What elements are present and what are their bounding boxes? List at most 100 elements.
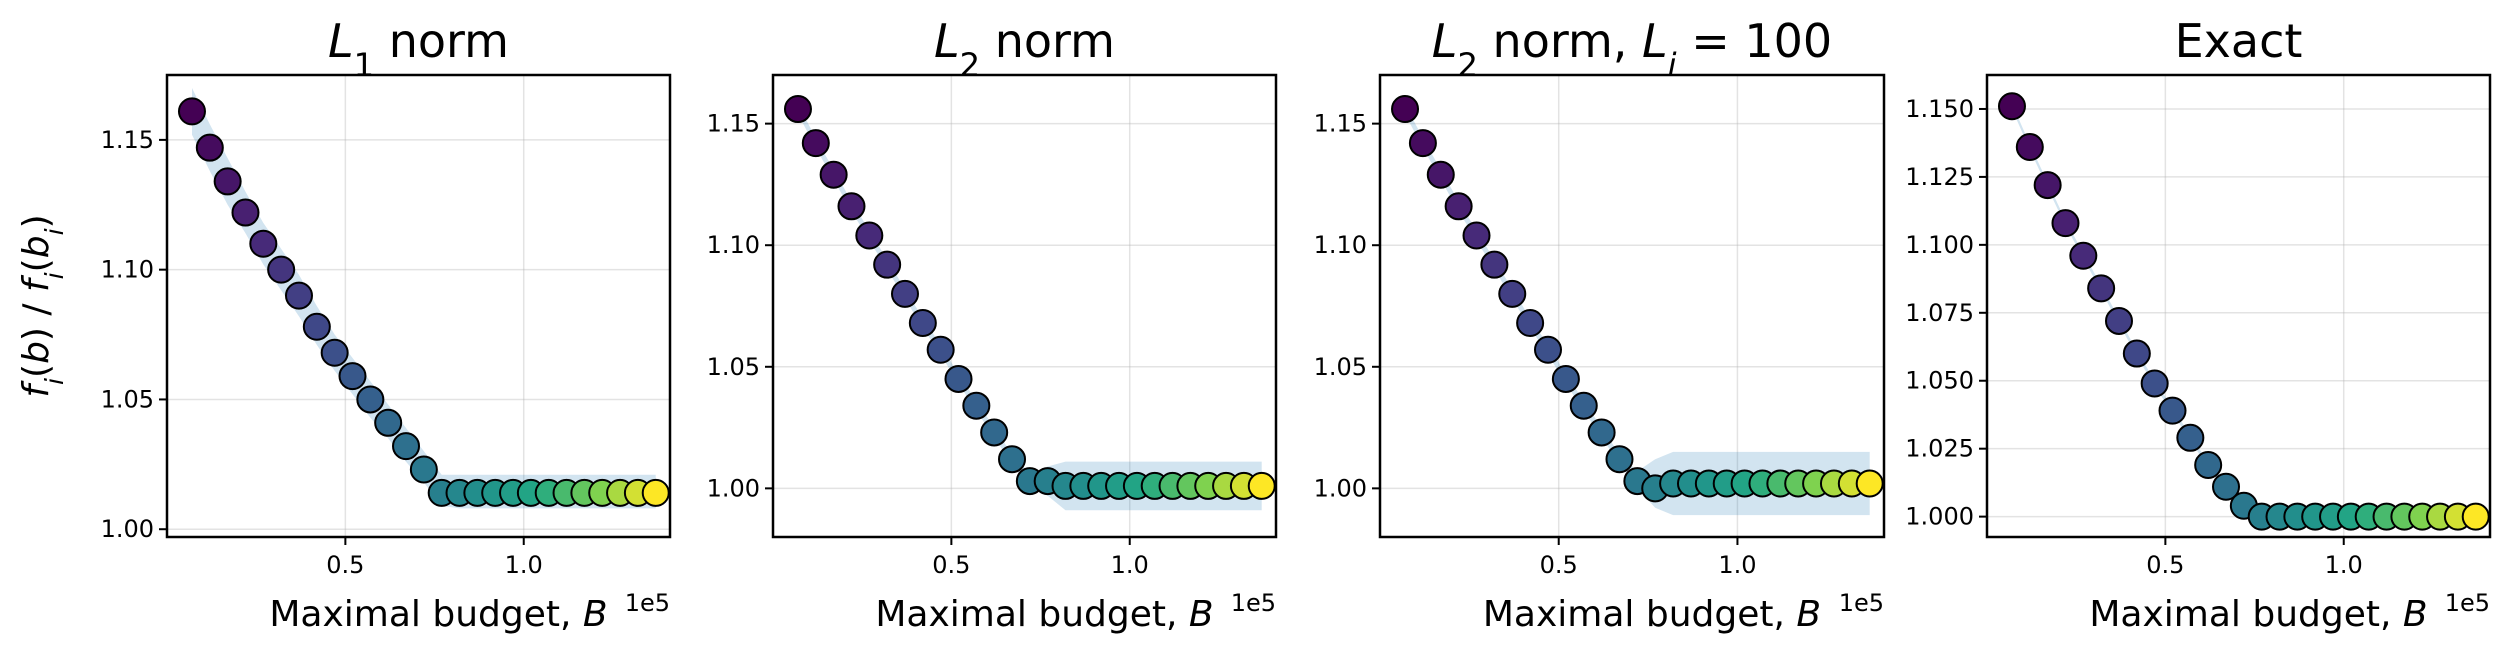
data-point	[819, 160, 848, 189]
data-point	[302, 312, 331, 341]
data-point	[177, 97, 206, 126]
data-point	[2051, 209, 2080, 238]
x-axis-label: Maximal budget, B	[1483, 594, 1821, 635]
y-tick-label: 1.00	[1314, 474, 1367, 502]
y-tick-label: 1.025	[1905, 435, 1974, 463]
subplot-title: L1​ norm	[328, 14, 509, 84]
data-point	[1480, 250, 1509, 279]
data-point	[1516, 309, 1545, 338]
data-point	[1444, 192, 1473, 221]
y-tick-label: 1.100	[1905, 231, 1974, 259]
y-tick-label: 1.00	[101, 515, 154, 543]
data-point	[1855, 469, 1884, 498]
x-offset-label: 1e5	[2445, 589, 2490, 617]
data-point	[1408, 129, 1437, 158]
data-point	[267, 255, 296, 284]
subplot-title: L2​ norm	[934, 14, 1115, 84]
confidence-band	[2012, 103, 2476, 520]
x-tick-label: 1.0	[1111, 551, 1149, 579]
data-point	[1391, 95, 1420, 124]
x-offset-label: 1e5	[625, 589, 670, 617]
y-tick-label: 1.15	[101, 126, 154, 154]
x-tick-label: 0.5	[2146, 551, 2184, 579]
confidence-band	[798, 104, 1262, 511]
data-point	[855, 221, 884, 250]
x-axis-label: Maximal budget, B	[269, 594, 607, 635]
data-point	[1534, 335, 1562, 364]
data-point	[1569, 391, 1598, 420]
data-point	[944, 364, 973, 393]
data-point	[392, 432, 421, 461]
data-point	[1551, 364, 1580, 393]
data-point	[2140, 369, 2169, 398]
axes-frame	[1985, 73, 2492, 539]
data-point	[2104, 306, 2133, 335]
x-tick-label: 0.5	[1540, 551, 1578, 579]
y-tick-label: 1.05	[707, 353, 760, 381]
x-tick-label: 0.5	[326, 551, 364, 579]
data-point	[1462, 221, 1491, 250]
subplot-4: 0.5 1.0 1.000 1.025 1.050 1.075 1.100 1.125 1.15…	[1905, 14, 2492, 635]
data-point	[1247, 471, 1276, 500]
x-offset-label: 1e5	[1839, 589, 1884, 617]
subplot-2: 0.5 1.0 1.00 1.05 1.10 1.15 L2​ norm Maximal bu…	[707, 14, 1278, 635]
data-point	[231, 198, 260, 227]
data-point	[2033, 171, 2062, 200]
data-point	[284, 281, 313, 310]
data-point	[998, 445, 1027, 474]
y-tick-label: 1.00	[707, 474, 760, 502]
data-point	[980, 418, 1009, 447]
data-point	[2015, 133, 2044, 162]
data-point	[2212, 472, 2241, 501]
data-point	[374, 408, 403, 437]
subplot-3: 0.5 1.0 1.00 1.05 1.10 1.15 L2​ norm, Li​ = 10…	[1314, 14, 1886, 635]
x-tick-label: 1.0	[1718, 551, 1756, 579]
y-tick-label: 1.000	[1905, 503, 1974, 531]
data-point	[1997, 92, 2026, 121]
data-point	[2194, 450, 2223, 479]
data-point	[2158, 396, 2187, 425]
x-offset-label: 1e5	[1231, 589, 1276, 617]
y-tick-label: 1.125	[1905, 163, 1974, 191]
data-point	[2461, 502, 2490, 531]
data-point	[249, 229, 278, 258]
data-point	[890, 279, 919, 308]
data-point	[1426, 160, 1455, 189]
data-point	[641, 478, 670, 507]
axes-frame	[771, 73, 1278, 539]
data-point	[837, 192, 866, 221]
data-point	[783, 95, 812, 124]
y-tick-label: 1.05	[1314, 353, 1367, 381]
data-point	[409, 455, 438, 484]
data-point	[2122, 339, 2151, 368]
data-point	[2069, 241, 2098, 270]
subplot-title: Exact	[2175, 14, 2303, 68]
subplot-title: L2​ norm, Li​ = 100	[1432, 14, 1832, 84]
data-point	[320, 338, 349, 367]
data-point	[908, 309, 937, 338]
data-point	[1605, 445, 1634, 474]
data-point	[2087, 274, 2116, 303]
y-tick-label: 1.10	[707, 231, 760, 259]
y-tick-label: 1.150	[1905, 95, 1974, 123]
x-tick-label: 1.0	[2325, 551, 2363, 579]
x-axis-label: Maximal budget, B	[2089, 594, 2427, 635]
axes-frame	[1378, 73, 1886, 539]
data-point	[873, 250, 902, 279]
axes-frame	[165, 73, 672, 539]
data-point	[926, 335, 955, 364]
data-point	[338, 362, 367, 391]
data-point	[962, 391, 991, 420]
data-point	[356, 385, 385, 414]
data-point	[1498, 279, 1527, 308]
y-tick-label: 1.10	[101, 256, 154, 284]
confidence-band	[192, 88, 656, 509]
data-point	[213, 167, 242, 196]
y-tick-label: 1.15	[707, 110, 760, 138]
confidence-band	[1405, 104, 1870, 516]
data-point	[195, 133, 224, 162]
y-tick-label: 1.10	[1314, 231, 1367, 259]
y-tick-label: 1.05	[101, 385, 154, 413]
y-tick-label: 1.075	[1905, 299, 1974, 327]
